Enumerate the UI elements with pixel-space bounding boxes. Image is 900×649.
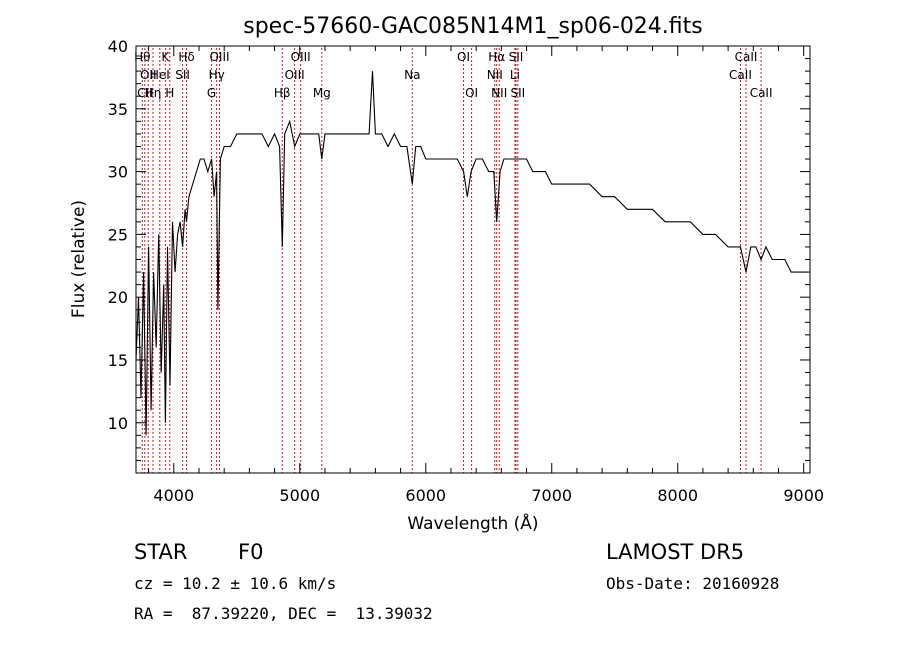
observation-date: Obs-Date: 20160928 [606,574,780,593]
marker-label: OIII [209,50,229,64]
ra-dec-coordinates: RA = 87.39220, DEC = 13.39032 [134,604,433,623]
marker-label: OIII [291,50,311,64]
marker-label: Mg [313,86,331,100]
marker-label: Li [510,68,520,82]
marker-label: CaII [750,86,773,100]
object-subclass: F0 [238,540,264,564]
y-axis: 10 15 20 25 30 35 40 [108,37,810,461]
x-axis: 4000 5000 6000 7000 8000 9000 [148,46,824,505]
y-tick-label: 20 [108,288,128,307]
y-tick-label: 25 [108,225,128,244]
plot-frame [135,45,811,474]
x-tick-label: 5000 [279,486,320,505]
x-tick-label: 9000 [783,486,824,505]
marker-label: K [161,50,170,64]
survey-name: LAMOST DR5 [606,540,745,564]
marker-label: Hη [145,86,162,100]
y-tick-label: 40 [108,37,128,56]
marker-label: OII [140,68,157,82]
marker-label: H [165,86,174,100]
marker-label: Hθ [134,50,150,64]
marker-label: SII [509,50,524,64]
marker-label: Hβ [274,86,291,100]
chart-title: spec-57660-GAC085N14M1_sp06-024.fits [243,14,703,39]
marker-label: OI [465,86,478,100]
marker-label: CaII [735,50,758,64]
emission-line-markers [141,48,762,473]
marker-label: CaII [729,68,752,82]
y-tick-label: 35 [108,100,128,119]
x-axis-label: Wavelength (Å) [407,512,538,534]
y-tick-label: 15 [108,351,128,370]
x-tick-label: 8000 [657,486,698,505]
marker-label: OIII [285,68,305,82]
marker-label: NII [491,86,507,100]
redshift-cz: cz = 10.2 ± 10.6 km/s [134,574,337,593]
emission-line-labels: HθOIICIIHηHeIKHSIIHδGHγOIIIHβOIIIOIIIMgN… [134,50,772,100]
marker-label: Hγ [209,68,225,82]
marker-label: OI [457,50,470,64]
marker-label: HeI [150,68,170,82]
marker-label: Hδ [178,50,194,64]
marker-label: NII [487,68,503,82]
y-tick-label: 10 [108,414,128,433]
x-tick-label: 4000 [153,486,194,505]
marker-label: Hα [488,50,505,64]
object-class: STAR [134,540,188,564]
x-tick-label: 6000 [405,486,446,505]
marker-label: G [207,86,216,100]
marker-label: SII [175,68,190,82]
y-tick-label: 30 [108,163,128,182]
spectrum-line [135,71,808,436]
marker-label: Na [404,68,420,82]
x-tick-label: 7000 [531,486,572,505]
marker-label: SII [510,86,525,100]
y-axis-label: Flux (relative) [69,200,89,318]
